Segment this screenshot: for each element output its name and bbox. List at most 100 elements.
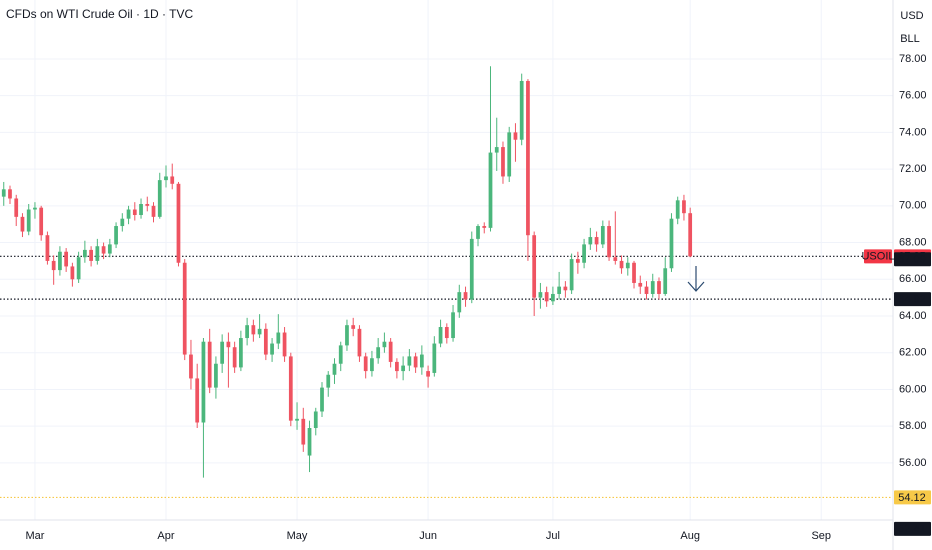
candle-body — [532, 235, 537, 298]
candle-body — [625, 262, 630, 269]
candle-body — [145, 203, 150, 206]
y-tick-label: 78.00 — [899, 53, 927, 65]
candle-body — [338, 345, 343, 364]
x-tick-label: Apr — [157, 530, 174, 542]
candle-body — [51, 260, 56, 271]
candle-body — [407, 356, 412, 366]
y-tick-label: 72.00 — [899, 163, 927, 175]
candle-body — [582, 244, 586, 263]
y-tick-label: 64.00 — [899, 310, 927, 322]
candle-body — [307, 428, 312, 456]
candle-body — [488, 152, 493, 228]
candle-body — [207, 341, 212, 388]
price-label-box — [894, 521, 931, 536]
candle-body — [376, 347, 381, 359]
candle-body — [395, 361, 399, 372]
candle-body — [270, 343, 274, 355]
candle-body — [64, 251, 69, 267]
candle-body — [357, 328, 362, 357]
candle-body — [663, 268, 668, 294]
price-label: 64.92 — [898, 294, 926, 306]
x-tick-label: Jul — [546, 530, 560, 542]
candle-body — [363, 356, 368, 372]
candle-body — [426, 371, 430, 377]
x-tick-label: Mar — [25, 530, 44, 542]
candle-body — [313, 411, 318, 429]
y-tick-label: 76.00 — [899, 90, 927, 102]
candle-body — [501, 147, 505, 177]
candle-body — [607, 226, 611, 258]
candle-body — [613, 257, 618, 261]
candle-body — [382, 341, 387, 348]
chart-title: CFDs on WTI Crude Oil · 1D · TVC — [6, 7, 193, 21]
candle-body — [463, 292, 468, 300]
candle-body — [538, 292, 543, 298]
candle-body — [14, 198, 19, 217]
candle-body — [326, 374, 331, 388]
candle-body — [413, 356, 418, 368]
x-tick-label: Jun — [419, 530, 437, 542]
y-tick-label: 66.00 — [899, 273, 927, 285]
candle-body — [164, 176, 168, 181]
candle-body — [151, 205, 156, 217]
candle-body — [494, 147, 499, 153]
candle-body — [70, 266, 75, 280]
candle-body — [45, 235, 50, 261]
candle-body — [170, 176, 175, 184]
price-label-box — [894, 292, 931, 307]
candle-body — [351, 325, 356, 329]
candle-body — [26, 209, 31, 232]
candle-body — [557, 286, 562, 294]
price-label: 67.09 — [898, 254, 926, 266]
candle-body — [8, 189, 12, 199]
candle-body — [526, 80, 530, 236]
candle-body — [432, 343, 437, 373]
price-label-box — [894, 490, 931, 505]
candle-body — [320, 387, 324, 412]
candle-body — [245, 325, 249, 339]
candle-body — [401, 365, 406, 372]
candle-body — [176, 183, 181, 263]
candle-body — [276, 332, 281, 344]
candle-body — [295, 418, 299, 421]
x-tick-label: Aug — [680, 530, 700, 542]
candle-body — [263, 328, 268, 355]
candle-body — [332, 363, 337, 375]
candle-body — [644, 286, 649, 294]
candle-body — [89, 249, 93, 261]
symbol-label-box — [864, 249, 892, 264]
down-arrow — [687, 266, 705, 292]
candle-body — [469, 238, 474, 300]
candle-body — [669, 218, 674, 269]
candle-body — [594, 237, 599, 245]
candle-body — [444, 327, 449, 339]
y-tick-label: 68.00 — [899, 236, 927, 248]
candle-body — [139, 203, 143, 216]
candle-body — [82, 249, 87, 258]
candle-body — [114, 226, 118, 245]
candle-body — [1, 189, 6, 197]
candle-body — [282, 332, 287, 357]
candle-body — [132, 209, 137, 216]
candle-body — [101, 246, 106, 254]
price-label: 54.12 — [898, 492, 926, 504]
candle-body — [650, 281, 655, 294]
candle-body — [226, 341, 231, 348]
candle-body — [619, 260, 624, 269]
candle-body — [438, 327, 443, 344]
candle-body — [682, 200, 686, 214]
candle-body — [507, 132, 512, 177]
price-label-box — [894, 252, 931, 267]
candle-body — [157, 180, 162, 217]
currency: USD — [900, 10, 923, 22]
candle-body — [239, 338, 243, 368]
candle-body — [33, 207, 37, 210]
x-tick-label: Sep — [811, 530, 831, 542]
y-tick-label: 74.00 — [899, 126, 927, 138]
y-tick-label: 56.00 — [899, 457, 927, 469]
candle-body — [232, 347, 237, 368]
candle-body — [569, 259, 574, 291]
symbol-label: USOIL — [861, 251, 894, 263]
